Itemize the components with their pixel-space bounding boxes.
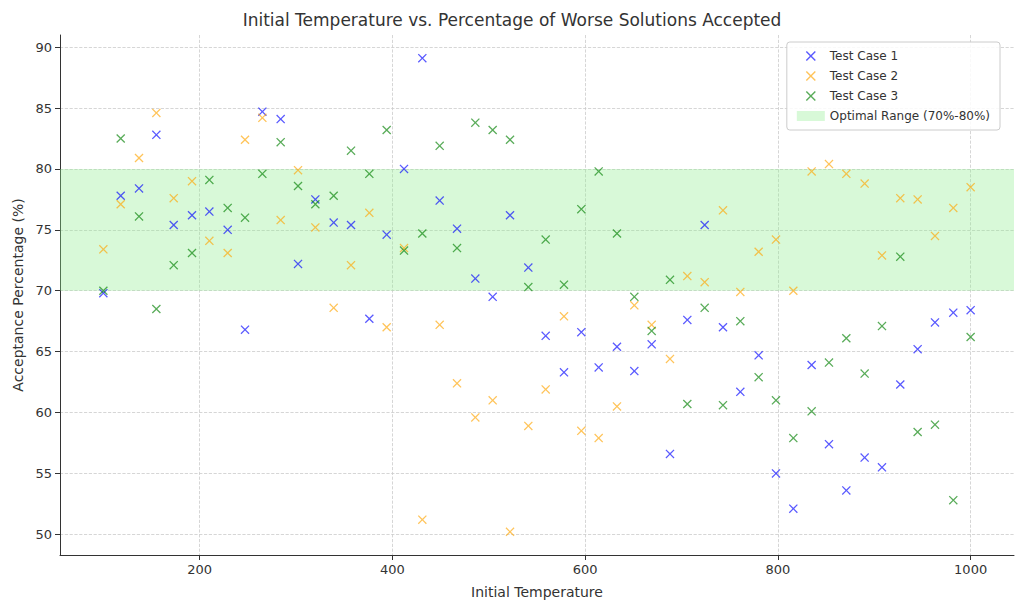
svg-text:Test Case 1: Test Case 1 [829,49,898,63]
svg-text:80: 80 [35,161,52,176]
svg-text:75: 75 [35,222,52,237]
svg-text:Acceptance Percentage (%): Acceptance Percentage (%) [10,198,26,391]
svg-text:60: 60 [35,405,52,420]
svg-text:Optimal Range (70%-80%): Optimal Range (70%-80%) [830,109,990,123]
svg-text:Initial Temperature vs. Percen: Initial Temperature vs. Percentage of Wo… [243,10,782,30]
svg-text:400: 400 [380,562,405,577]
svg-text:65: 65 [35,344,52,359]
svg-text:600: 600 [573,562,598,577]
svg-text:90: 90 [35,40,52,55]
svg-text:85: 85 [35,101,52,116]
svg-text:1000: 1000 [954,562,987,577]
svg-text:Test Case 3: Test Case 3 [829,89,898,103]
svg-text:Test Case 2: Test Case 2 [829,69,898,83]
svg-text:Initial Temperature: Initial Temperature [471,584,603,600]
svg-text:800: 800 [765,562,790,577]
svg-text:200: 200 [187,562,212,577]
svg-text:70: 70 [35,283,52,298]
svg-text:50: 50 [35,527,52,542]
svg-text:55: 55 [35,466,52,481]
